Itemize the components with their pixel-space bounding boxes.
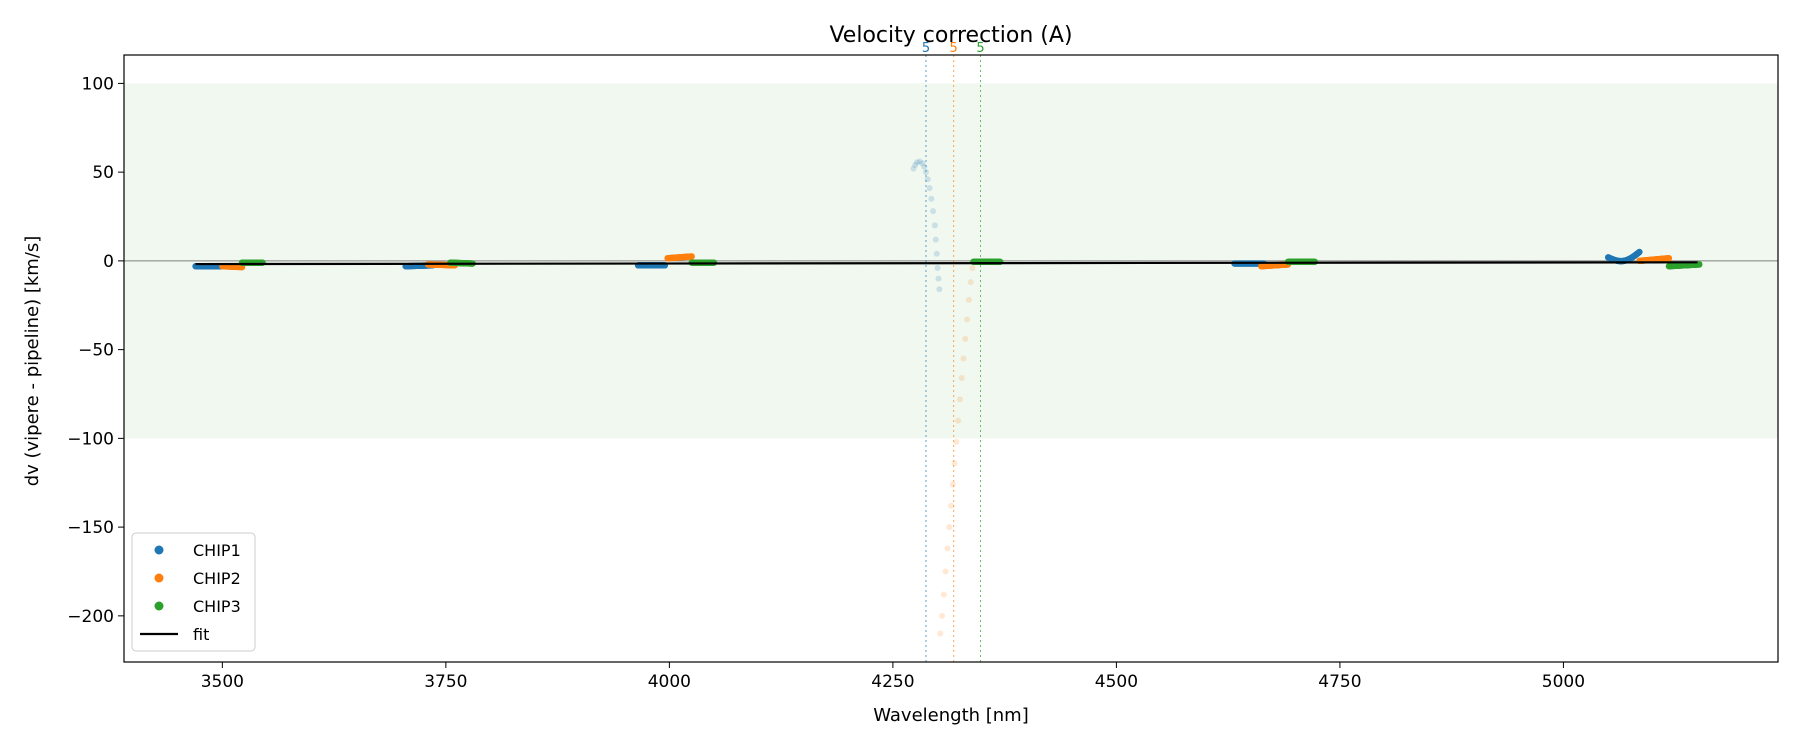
x-axis: 3500 3750 4000 4250 4500 4750 5000 bbox=[201, 662, 1585, 692]
legend-box bbox=[131, 532, 256, 652]
x-tick-label: 5000 bbox=[1542, 672, 1585, 692]
rejected-data-point bbox=[951, 460, 958, 467]
y-tick-label: 100 bbox=[82, 74, 114, 94]
rejected-data-point bbox=[937, 630, 944, 637]
rejected-data-point bbox=[921, 163, 928, 170]
rejected-data-point bbox=[969, 264, 976, 271]
data-point bbox=[1665, 255, 1673, 262]
legend-marker bbox=[154, 573, 164, 583]
legend-label: CHIP2 bbox=[193, 569, 241, 588]
legend-item-chip3: CHIP3 bbox=[154, 597, 241, 616]
rejected-data-point bbox=[942, 568, 949, 575]
x-tick-label: 4750 bbox=[1318, 672, 1361, 692]
legend-item-chip1: CHIP1 bbox=[154, 541, 241, 560]
rejected-order-markers: 5 5 5 bbox=[922, 41, 985, 662]
data-point bbox=[688, 253, 695, 260]
x-tick-label: 3750 bbox=[424, 672, 467, 692]
rejected-data-point bbox=[956, 396, 963, 403]
rejected-data-point bbox=[930, 208, 937, 215]
rejected-data-point bbox=[931, 222, 938, 229]
rejected-data-point bbox=[964, 316, 971, 323]
rejected-data-point bbox=[910, 165, 917, 172]
legend-label: CHIP1 bbox=[193, 541, 241, 560]
rejected-data-point bbox=[935, 275, 942, 282]
legend-label: fit bbox=[193, 625, 209, 644]
legend-marker bbox=[154, 601, 164, 611]
rejected-data-point bbox=[934, 264, 941, 271]
legend-item-chip2: CHIP2 bbox=[154, 569, 241, 588]
y-axis-label: dv (vipere - pipeline) [km/s] bbox=[22, 236, 43, 487]
x-axis-label: Wavelength [nm] bbox=[873, 705, 1029, 726]
rejected-data-point bbox=[933, 250, 940, 257]
fit-line bbox=[195, 261, 1698, 266]
rejected-data-point bbox=[948, 502, 954, 509]
rejected-data-point bbox=[939, 612, 946, 619]
rejected-data-point bbox=[949, 481, 956, 488]
plot-area: 5 5 5 bbox=[123, 41, 1779, 663]
y-tick-label: 50 bbox=[92, 163, 114, 183]
rejected-data-point bbox=[965, 296, 972, 303]
x-tick-label: 3500 bbox=[201, 672, 244, 692]
rejected-data-point bbox=[967, 279, 974, 286]
rejected-data-point bbox=[958, 375, 965, 382]
rejected-data-point bbox=[944, 545, 951, 552]
plot-frame bbox=[123, 54, 1779, 663]
order-label-1: 5 bbox=[922, 41, 930, 56]
legend-item-fit: fit bbox=[140, 625, 209, 644]
rejected-data-point bbox=[940, 591, 947, 598]
y-tick-label: −100 bbox=[67, 429, 114, 449]
data-point bbox=[1696, 261, 1703, 268]
rejected-data-point bbox=[932, 236, 939, 243]
data-point bbox=[1636, 248, 1643, 256]
rejected-data-point bbox=[912, 162, 919, 169]
legend-label: CHIP3 bbox=[193, 597, 241, 616]
rejected-data-point bbox=[924, 176, 931, 183]
x-tick-label: 4500 bbox=[1095, 672, 1138, 692]
rejected-data-point bbox=[936, 286, 943, 293]
rejected-data-point bbox=[953, 438, 960, 445]
legend-marker bbox=[154, 545, 164, 555]
y-tick-label: −50 bbox=[78, 341, 114, 361]
rejected-data-point bbox=[922, 169, 929, 176]
chart-title: Velocity correction (A) bbox=[829, 23, 1072, 48]
rejected-data-point bbox=[916, 158, 923, 165]
y-tick-label: −150 bbox=[67, 518, 114, 538]
y-tick-label: 0 bbox=[103, 252, 114, 272]
rejected-data-point bbox=[955, 417, 962, 424]
rejected-data-point bbox=[946, 524, 953, 531]
series-chip2 bbox=[219, 253, 1673, 637]
rejected-data-point bbox=[914, 159, 921, 166]
y-axis: 100 50 0 −50 −100 −150 −200 bbox=[67, 74, 124, 627]
rejected-data-point bbox=[926, 185, 933, 192]
order-label-2: 5 bbox=[950, 41, 958, 56]
x-tick-label: 4000 bbox=[648, 672, 691, 692]
legend: CHIP1 CHIP2 CHIP3 fit bbox=[131, 532, 256, 652]
rejected-data-point bbox=[919, 160, 926, 167]
x-tick-label: 4250 bbox=[871, 672, 914, 692]
order-label-3: 5 bbox=[976, 41, 984, 56]
rejected-data-point bbox=[928, 195, 935, 202]
rejected-data-point bbox=[960, 355, 967, 362]
rejected-data-point bbox=[962, 335, 969, 342]
y-tick-label: −200 bbox=[67, 607, 114, 627]
